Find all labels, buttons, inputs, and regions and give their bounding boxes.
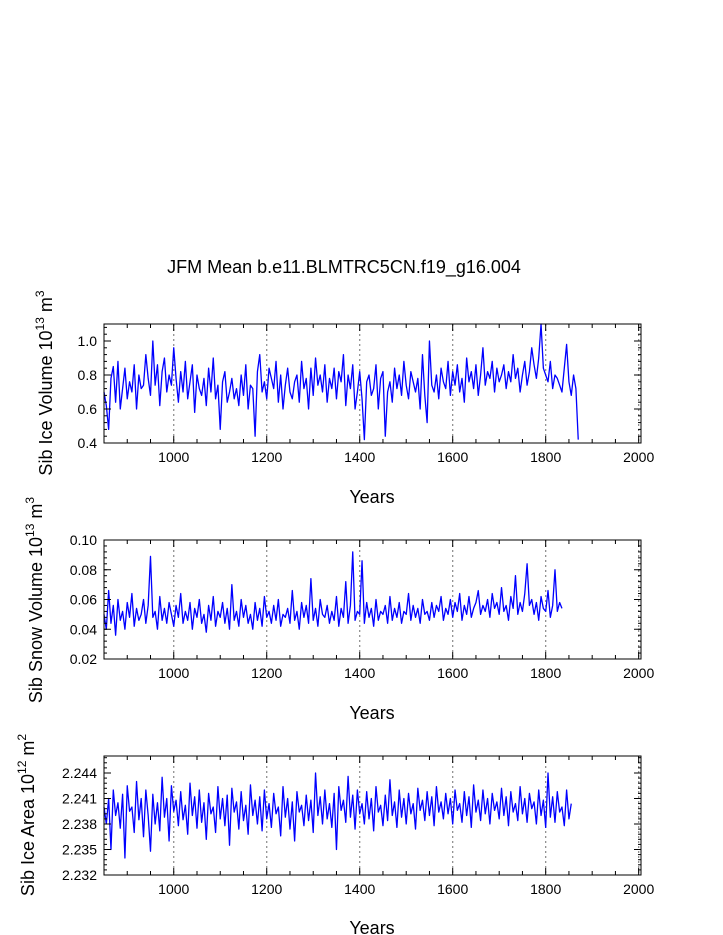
panel-ice-area-ticks: 1000 1200 1400 1600 1800 2000 2.232 2.235 2.238 2…: [62, 756, 654, 897]
panel-snow-volume-series: [103, 551, 563, 636]
panel-ice-area-ytick-label: 2.235: [62, 842, 97, 858]
figure-title: JFM Mean b.e11.BLMTRC5CN.f19_g16.004: [167, 257, 521, 278]
panel-snow-volume-ylabel-main: Sib Snow Volume 10: [26, 537, 46, 703]
panel-snow-volume-ticks: 1000 1200 1400 1600 1800 2000 0.02 0.04 0.06 0.08…: [70, 532, 655, 681]
panel-ice-volume-xtick-label: 1200: [251, 449, 282, 465]
panel-ice-area-ylabel-main: Sib Ice Area 10: [18, 774, 38, 896]
panel-snow-volume-ytick-label: 0.04: [70, 621, 97, 637]
panel-snow-volume-gridlines: [173, 540, 640, 659]
panel-ice-area-series: [103, 772, 572, 859]
panel-ice-volume-ylabel-exp: 13: [33, 317, 47, 331]
panel-ice-area-ylabel-unit-exp: 2: [15, 734, 29, 741]
panel-snow-volume-ytick-label: 0.06: [70, 592, 97, 608]
panel-ice-volume-ylabel: Sib Ice Volume 1013 m3: [33, 290, 56, 475]
panel-ice-area-line: [103, 772, 572, 859]
panel-ice-area-xtick-label: 1600: [437, 881, 468, 897]
panel-ice-area-frame: [103, 755, 642, 876]
panel-snow-volume-xtick-label: 1400: [344, 665, 375, 681]
panel-ice-volume-xlabel: Years: [349, 487, 394, 507]
panel-ice-volume-xtick-label: 1000: [158, 449, 189, 465]
panel-snow-volume-xtick-label: 2000: [623, 665, 654, 681]
panel-ice-volume-ytick-label: 1.0: [78, 333, 98, 349]
panel-snow-volume-ylabel: Sib Snow Volume 1013 m3: [23, 497, 46, 703]
panel-ice-area-ytick-label: 2.238: [62, 816, 97, 832]
panel-ice-volume-ylabel-unit: m: [36, 297, 56, 317]
panel-snow-volume-xtick-label: 1600: [437, 665, 468, 681]
panel-snow-volume-xtick-label: 1200: [251, 665, 282, 681]
panel-ice-volume-ylabel-unit-exp: 3: [33, 290, 47, 297]
panel-ice-area-xtick-label: 1400: [344, 881, 375, 897]
panel-ice-area-ytick-label: 2.232: [62, 867, 97, 883]
panel-ice-volume: 1000 1200 1400 1600 1800 2000 0.4 0.6 0.8 1.0 Yea…: [33, 290, 654, 507]
panel-ice-area-ylabel-exp: 12: [15, 760, 29, 774]
panel-ice-area-ytick-label: 2.241: [62, 791, 97, 807]
panel-ice-area-xtick-label: 2000: [623, 881, 654, 897]
panel-ice-volume-ytick-label: 0.8: [78, 367, 98, 383]
panel-ice-volume-ylabel-main: Sib Ice Volume 10: [36, 330, 56, 475]
panel-ice-volume-xtick-label: 2000: [623, 449, 654, 465]
panel-ice-volume-xtick-label: 1800: [530, 449, 561, 465]
panel-ice-volume-series: [103, 323, 579, 441]
panel-snow-volume-ytick-label: 0.08: [70, 562, 97, 578]
panel-ice-area-ylabel-unit: m: [18, 741, 38, 761]
panel-ice-volume-line: [103, 323, 579, 441]
panel-ice-volume-xtick-label: 1400: [344, 449, 375, 465]
panel-snow-volume-xlabel: Years: [349, 703, 394, 723]
panel-ice-volume-xtick-label: 1600: [437, 449, 468, 465]
panel-snow-volume-xtick-label: 1000: [158, 665, 189, 681]
panel-snow-volume-ylabel-unit-exp: 3: [23, 497, 37, 504]
panel-snow-volume-ytick-label: 0.10: [70, 532, 97, 548]
panel-ice-area-ylabel: Sib Ice Area 1012 m2: [15, 734, 38, 896]
panel-snow-volume-line: [103, 551, 563, 636]
panel-ice-area-xlabel: Years: [349, 918, 394, 935]
panel-ice-volume-ytick-label: 0.6: [78, 401, 98, 417]
panel-snow-volume-ylabel-exp: 13: [23, 523, 37, 537]
panel-ice-area: 1000 1200 1400 1600 1800 2000 2.232 2.235 2.238 2…: [15, 734, 654, 935]
panel-ice-volume-ytick-label: 0.4: [78, 435, 98, 451]
panel-ice-volume-frame: [103, 323, 642, 444]
panel-ice-area-xtick-label: 1000: [158, 881, 189, 897]
panel-snow-volume-frame: [103, 539, 642, 660]
panel-ice-area-xtick-label: 1200: [251, 881, 282, 897]
panel-ice-area-ytick-label: 2.244: [62, 765, 97, 781]
panel-snow-volume-xtick-label: 1800: [530, 665, 561, 681]
panel-snow-volume-ytick-label: 0.02: [70, 651, 97, 667]
panel-ice-volume-ticks: 1000 1200 1400 1600 1800 2000 0.4 0.6 0.8 1.0: [78, 324, 654, 465]
panel-snow-volume-ylabel-unit: m: [26, 504, 46, 524]
panel-snow-volume: 1000 1200 1400 1600 1800 2000 0.02 0.04 0.06 0.08…: [23, 497, 654, 723]
panel-ice-area-xtick-label: 1800: [530, 881, 561, 897]
